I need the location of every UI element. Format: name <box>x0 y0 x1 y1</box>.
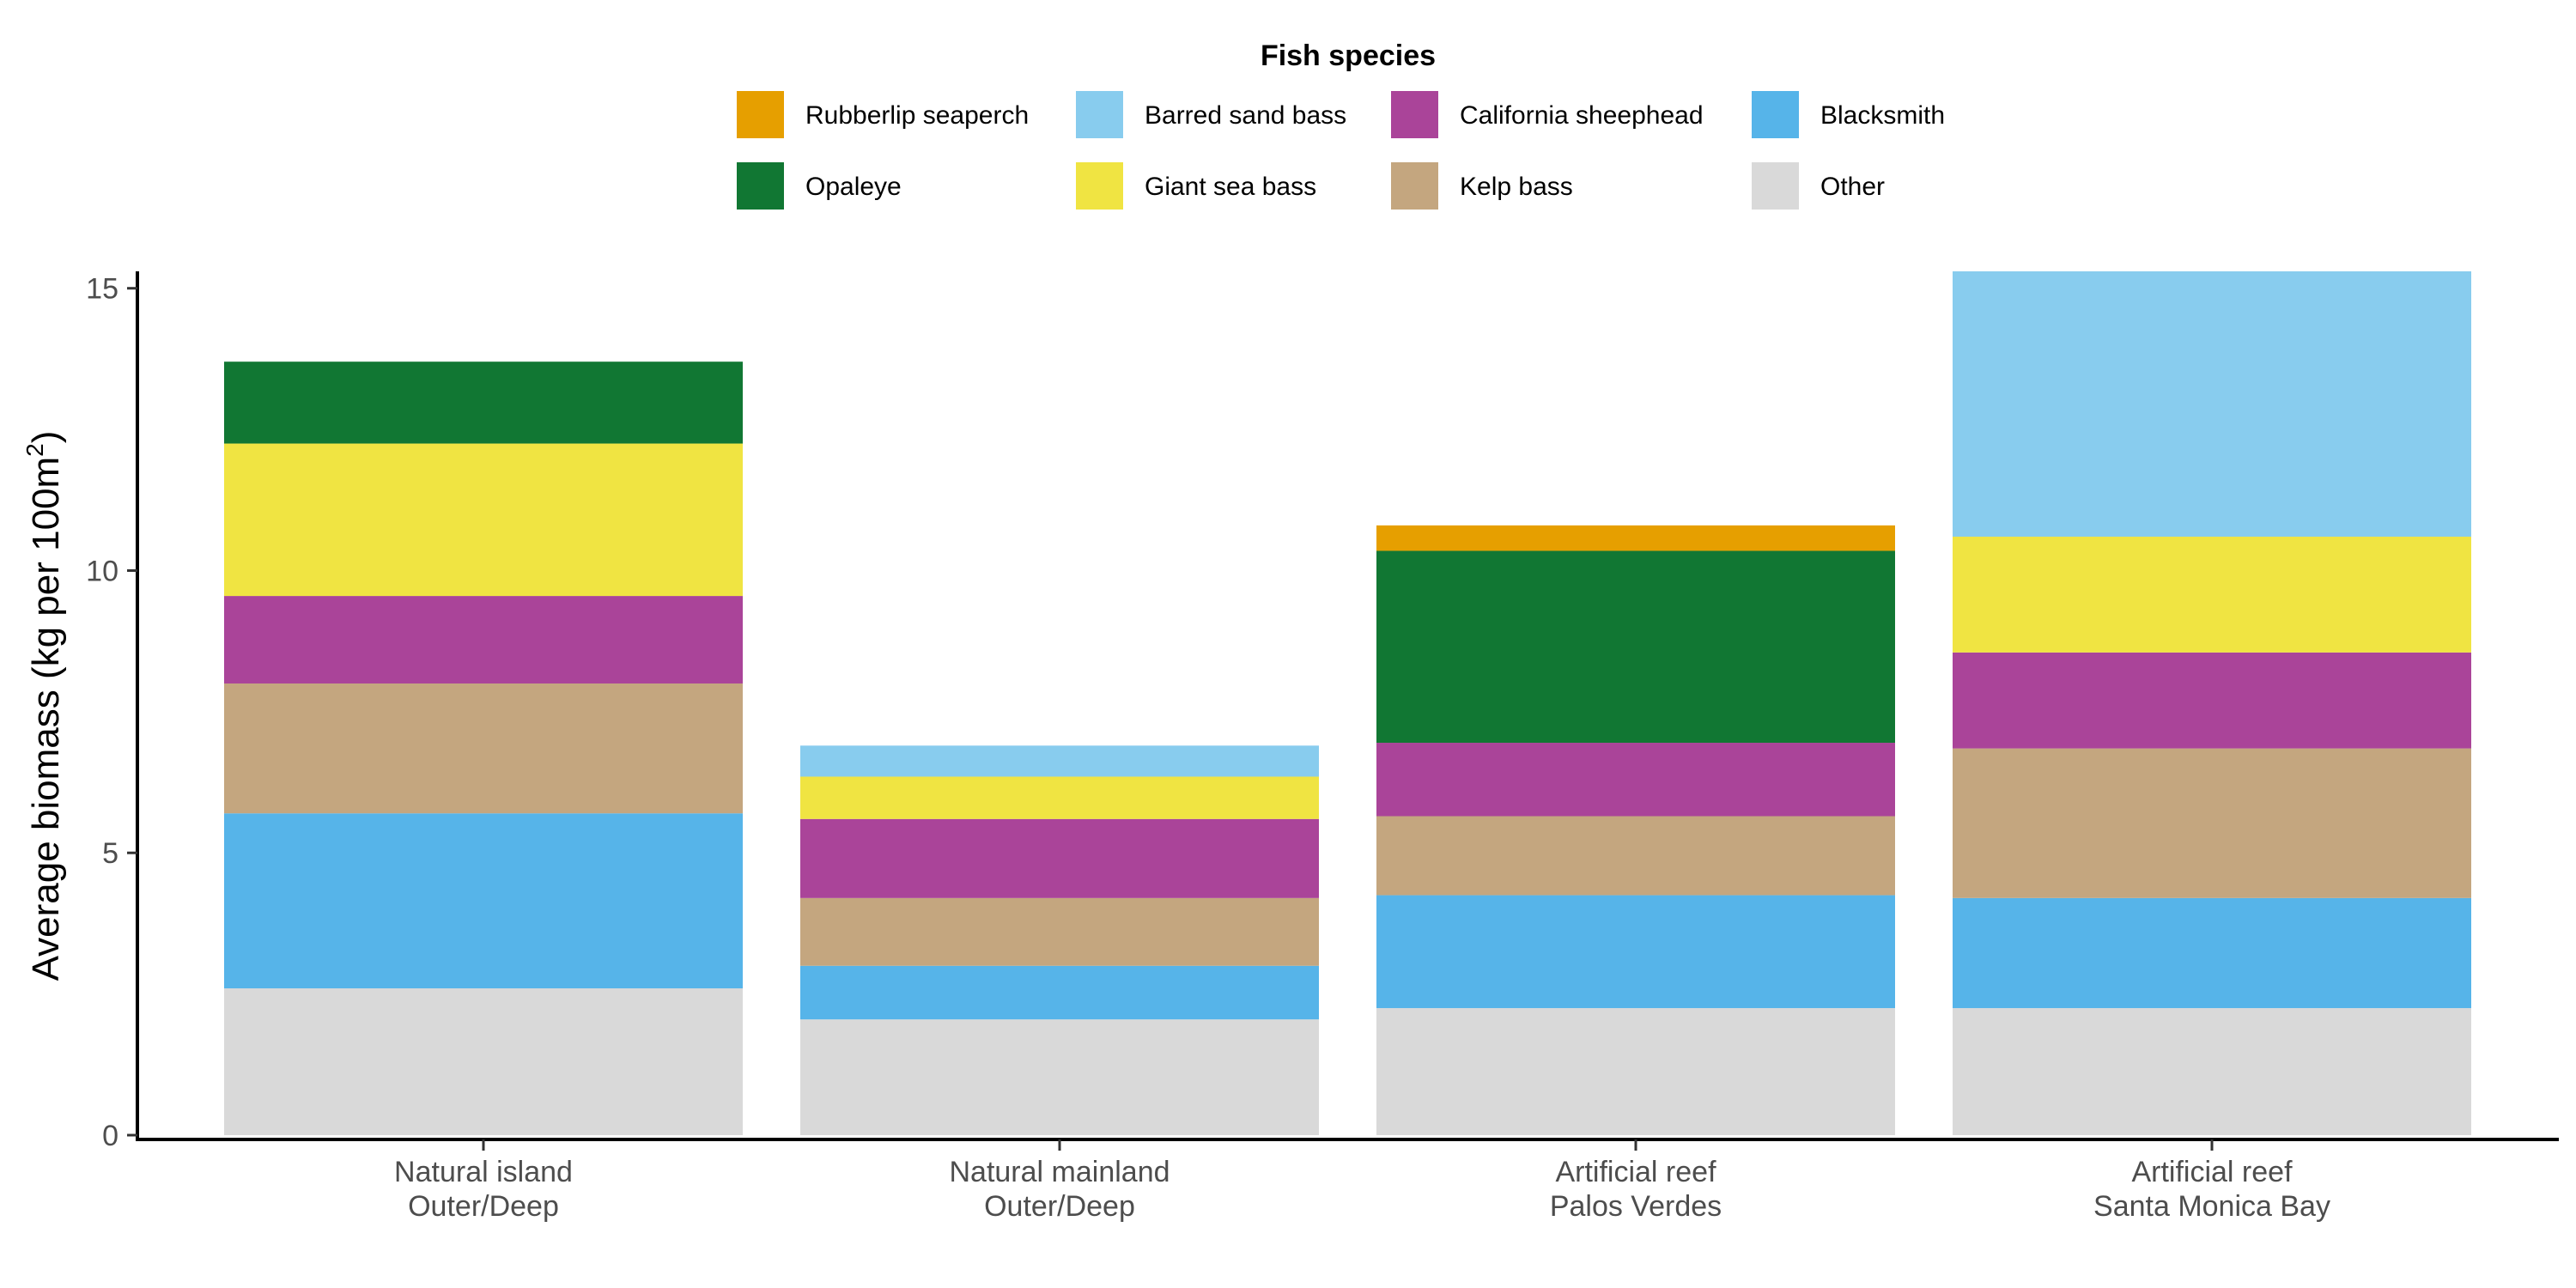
y-axis-label: Average biomass (kg per 100m2) <box>21 431 67 981</box>
legend-item-kelp-bass: Kelp bass <box>1391 162 1573 210</box>
bar-segment-other-3 <box>1376 1008 1895 1135</box>
bar-segment-blacksmith-2 <box>800 965 1319 1020</box>
ticks: 0 5 10 15 Natural island Outer/Deep Natural ma… <box>86 273 2330 1223</box>
legend-swatch <box>1752 162 1799 210</box>
legend-swatch <box>737 162 784 210</box>
bar-segment-barred-sand-bass-4 <box>1953 271 2471 538</box>
legend-item-rubberlip-seaperch: Rubberlip seaperch <box>737 91 1029 138</box>
bar-segment-california-sheephead-2 <box>800 818 1319 898</box>
x-tick-label: Natural mainland Outer/Deep <box>949 1156 1170 1223</box>
legend-label: Rubberlip seaperch <box>805 101 1029 130</box>
bar-segment-giant-sea-bass-1 <box>224 443 743 597</box>
legend-item-blacksmith: Blacksmith <box>1752 91 1945 138</box>
legend-swatch <box>1391 162 1438 210</box>
legend-label: Giant sea bass <box>1145 173 1316 201</box>
bar-segment-rubberlip-seaperch-3 <box>1376 525 1895 551</box>
legend-item-giant-sea-bass: Giant sea bass <box>1076 162 1316 210</box>
bar-segment-blacksmith-3 <box>1376 895 1895 1009</box>
bar-segment-other-1 <box>224 988 743 1135</box>
legend-label: Kelp bass <box>1460 173 1573 201</box>
bar-segment-kelp-bass-2 <box>800 897 1319 966</box>
y-tick-label: 10 <box>86 555 118 587</box>
bar-segment-giant-sea-bass-4 <box>1953 537 2471 653</box>
legend-item-other: Other <box>1752 162 1885 210</box>
legend-title: Fish species <box>1261 39 1436 72</box>
y-tick-label: 0 <box>102 1120 118 1152</box>
x-tick-label: Artificial reef Santa Monica Bay <box>2093 1156 2330 1223</box>
legend-item-barred-sand-bass: Barred sand bass <box>1076 91 1346 138</box>
bar-segment-kelp-bass-4 <box>1953 748 2471 898</box>
bar-segment-kelp-bass-1 <box>224 683 743 814</box>
bar-segment-kelp-bass-3 <box>1376 816 1895 896</box>
bar-segment-barred-sand-bass-2 <box>800 745 1319 777</box>
y-tick-label: 15 <box>86 273 118 306</box>
legend-swatch <box>1076 162 1123 210</box>
bar-segment-opaleye-3 <box>1376 550 1895 744</box>
bar-segment-opaleye-1 <box>224 361 743 444</box>
legend-label: Other <box>1820 173 1885 201</box>
axes <box>136 271 2559 1141</box>
bar-segment-blacksmith-1 <box>224 813 743 989</box>
bar-segment-california-sheephead-3 <box>1376 743 1895 817</box>
legend-item-opaleye: Opaleye <box>737 162 902 210</box>
bars <box>224 271 2471 1135</box>
legend: Fish species Rubberlip seaperch Barred sa… <box>737 39 1945 210</box>
x-tick-label: Artificial reef Palos Verdes <box>1550 1156 1722 1223</box>
bar-segment-other-4 <box>1953 1008 2471 1135</box>
bar-segment-california-sheephead-4 <box>1953 652 2471 749</box>
y-tick-label: 5 <box>102 837 118 870</box>
bar-segment-other-2 <box>800 1019 1319 1135</box>
bar-segment-blacksmith-4 <box>1953 897 2471 1009</box>
bar-segment-giant-sea-bass-2 <box>800 776 1319 819</box>
legend-label: Blacksmith <box>1820 101 1945 130</box>
legend-item-california-sheephead: California sheephead <box>1391 91 1704 138</box>
legend-label: Opaleye <box>805 173 902 201</box>
legend-swatch <box>1752 91 1799 138</box>
legend-label: California sheephead <box>1460 101 1704 130</box>
legend-swatch <box>1391 91 1438 138</box>
legend-swatch <box>1076 91 1123 138</box>
legend-label: Barred sand bass <box>1145 101 1346 130</box>
legend-swatch <box>737 91 784 138</box>
x-tick-label: Natural island Outer/Deep <box>394 1156 573 1223</box>
bar-segment-california-sheephead-1 <box>224 596 743 683</box>
